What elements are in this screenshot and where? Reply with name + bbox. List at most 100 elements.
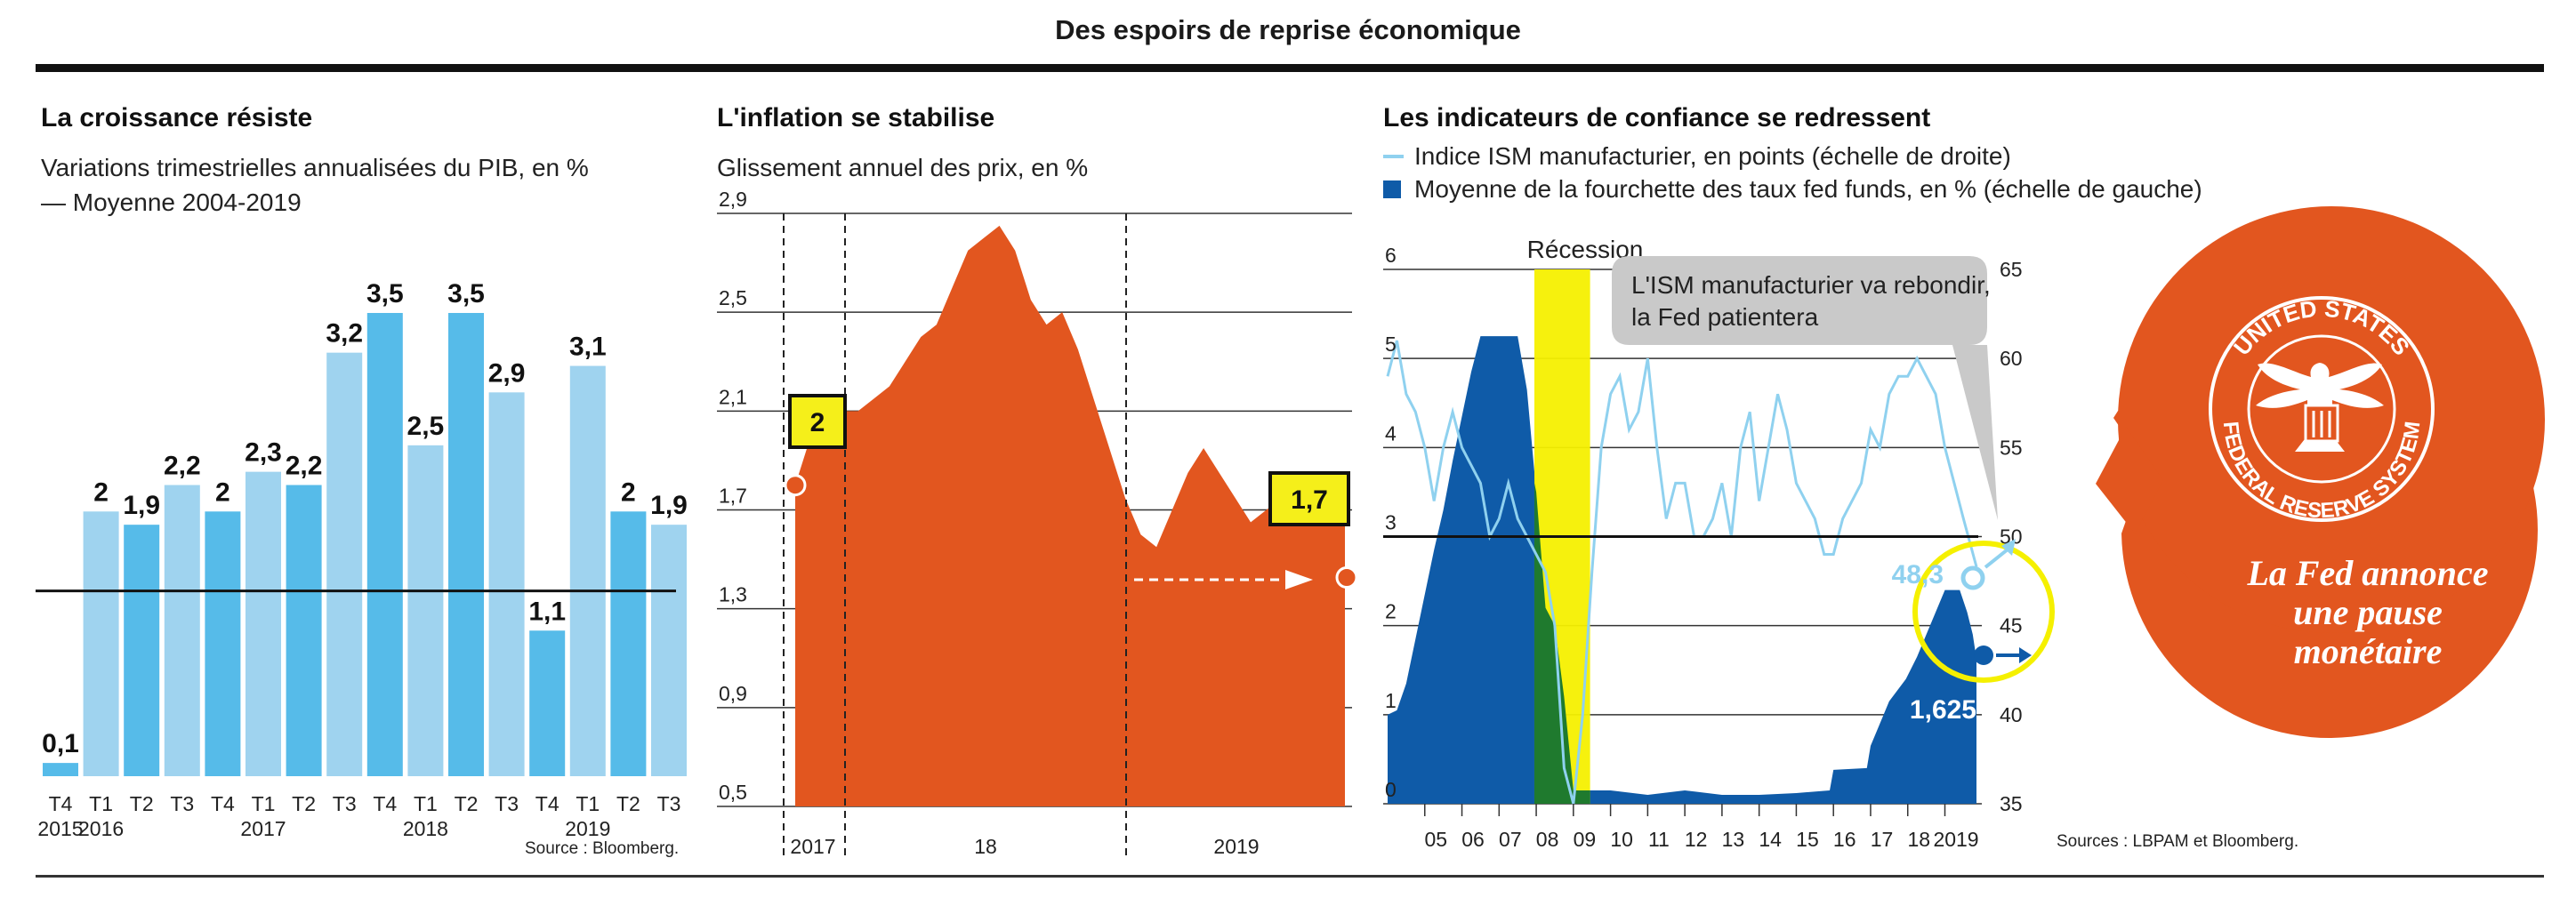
confidence-x-label: 10	[1610, 828, 1633, 851]
gdp-value-label: 3,1	[569, 333, 607, 362]
inflation-y-axis: 0,5 0,9 1,3 1,7 2,1 2,5 2,9	[719, 188, 747, 804]
confidence-x-label: 13	[1722, 828, 1745, 851]
inflation-panel: L'inflation se stabilise Glissement annu…	[717, 103, 1358, 858]
gdp-bar	[286, 485, 322, 776]
gdp-value-label: 0,1	[42, 729, 79, 758]
confidence-right-tick: 65	[2000, 258, 2023, 281]
gdp-bar	[610, 511, 647, 776]
confidence-x-label: 12	[1685, 828, 1708, 851]
gdp-bar	[246, 471, 281, 776]
fed-funds-recession-area	[1534, 483, 1590, 804]
confidence-x-label: 08	[1536, 828, 1559, 851]
inflation-start-label: 2	[810, 408, 825, 437]
fed-legend-swatch	[1383, 180, 1401, 198]
gdp-value-label: 2	[621, 477, 636, 507]
inflation-y-tick: 1,7	[719, 485, 747, 508]
inflation-title: L'inflation se stabilise	[717, 103, 994, 132]
gdp-quarter-label: T3	[170, 792, 194, 815]
gdp-bar	[205, 511, 241, 776]
gdp-year-label: 2015	[37, 817, 83, 840]
gdp-bar	[651, 525, 687, 776]
gdp-quarter-label: T4	[211, 792, 235, 815]
gdp-source: Source : Bloomberg.	[525, 839, 679, 858]
gdp-bar	[43, 763, 78, 776]
inflation-end-marker	[1335, 566, 1358, 589]
inflation-x-axis: 2017 18 2019	[790, 835, 1259, 858]
gdp-bar	[529, 630, 566, 776]
confidence-left-tick: 2	[1385, 600, 1397, 623]
gdp-value-label: 3,5	[366, 279, 404, 309]
gdp-bar	[366, 313, 403, 776]
gdp-bar	[124, 525, 160, 776]
gdp-panel: La croissance résiste Variations trimest…	[36, 103, 688, 858]
inflation-end-label: 1,7	[1291, 485, 1328, 515]
confidence-x-label: 06	[1461, 828, 1485, 851]
ism-last-value: 48,3	[1892, 560, 1944, 589]
gdp-bar	[164, 485, 200, 776]
gdp-value-label: 1,9	[123, 491, 160, 520]
gdp-value-label: 2,2	[286, 452, 323, 481]
confidence-left-tick: 4	[1385, 421, 1397, 445]
gdp-quarter-label: T2	[616, 792, 640, 815]
gdp-quarter-label: T1	[252, 792, 276, 815]
confidence-right-tick: 45	[2000, 614, 2023, 637]
bubble-headline-1: La Fed annonce	[2246, 553, 2488, 593]
confidence-x-label: 15	[1796, 828, 1819, 851]
arrow-head-icon	[1285, 570, 1313, 589]
confidence-title: Les indicateurs de confiance se redresse…	[1383, 103, 1930, 132]
confidence-x-label: 07	[1499, 828, 1522, 851]
top-rule	[36, 64, 2544, 72]
inflation-y-tick: 0,5	[719, 781, 747, 804]
gdp-value-label: 2	[93, 477, 109, 507]
confidence-x-label: 17	[1871, 828, 1894, 851]
confidence-x-label: 2019	[1933, 828, 1978, 851]
ism-callout: L'ISM manufacturier va rebondir, la Fed …	[1612, 256, 1998, 520]
confidence-right-tick: 60	[2000, 347, 2023, 370]
confidence-panel: Les indicateurs de confiance se redresse…	[1383, 103, 2202, 851]
gdp-value-label: 2	[215, 477, 230, 507]
gdp-value-label: 3,5	[447, 279, 485, 309]
gdp-x-axis: T4 T1 T2 T3 T4 T1 T2 T3 T4 T1 T2 T3 T4 T1 T2 T3 20152016…	[37, 792, 680, 840]
gdp-quarter-label: T3	[657, 792, 681, 815]
callout-line-1: L'ISM manufacturier va rebondir,	[1631, 271, 1991, 299]
gdp-value-label: 2,2	[164, 452, 201, 481]
inflation-start-badge: 2	[788, 394, 847, 449]
confidence-left-tick: 0	[1385, 778, 1397, 801]
gdp-quarter-label: T4	[49, 792, 73, 815]
gdp-bar	[83, 511, 119, 776]
callout-line-2: la Fed patientera	[1631, 303, 1819, 331]
gdp-value-label: 1,9	[650, 491, 688, 520]
confidence-left-tick: 6	[1385, 244, 1397, 267]
gdp-value-labels: 0,12 1,92,222,3 2,23,23,52,53,52,91,13,12 1…	[42, 279, 688, 758]
gdp-value-label: 3,2	[326, 319, 363, 349]
gdp-quarter-label: T1	[576, 792, 600, 815]
confidence-right-tick: 35	[2000, 792, 2023, 815]
gdp-value-label: 2,3	[245, 438, 282, 468]
gdp-quarter-label: T4	[535, 792, 559, 815]
inflation-x-label: 2017	[790, 835, 835, 858]
gdp-quarter-label: T2	[292, 792, 316, 815]
inflation-y-tick: 1,3	[719, 583, 747, 606]
confidence-x-label: 11	[1648, 828, 1670, 851]
confidence-left-tick: 3	[1385, 511, 1397, 534]
gdp-bar	[326, 352, 363, 776]
inflation-year-dividers	[783, 213, 1127, 858]
gdp-value-label: 1,1	[528, 597, 566, 626]
gdp-subtitle: Variations trimestrielles annualisées du…	[41, 154, 589, 181]
gdp-year-label: 2017	[240, 817, 286, 840]
fed-end-marker	[1974, 645, 1993, 665]
ism-legend: Indice ISM manufacturier, en points (éch…	[1414, 142, 2011, 170]
gdp-quarter-label: T1	[89, 792, 113, 815]
gdp-quarter-label: T3	[495, 792, 519, 815]
confidence-source: Sources : LBPAM et Bloomberg.	[2057, 832, 2298, 851]
gdp-year-label: 2018	[403, 817, 448, 840]
inflation-y-tick: 0,9	[719, 682, 747, 705]
fed-arrow-head-icon	[2019, 647, 2032, 663]
gdp-quarter-label: T3	[333, 792, 357, 815]
confidence-left-tick: 5	[1385, 333, 1397, 356]
fed-last-value: 1,625	[1910, 695, 1976, 725]
gdp-bar	[448, 313, 484, 776]
confidence-x-label: 09	[1574, 828, 1597, 851]
gdp-value-label: 2,9	[488, 358, 526, 388]
